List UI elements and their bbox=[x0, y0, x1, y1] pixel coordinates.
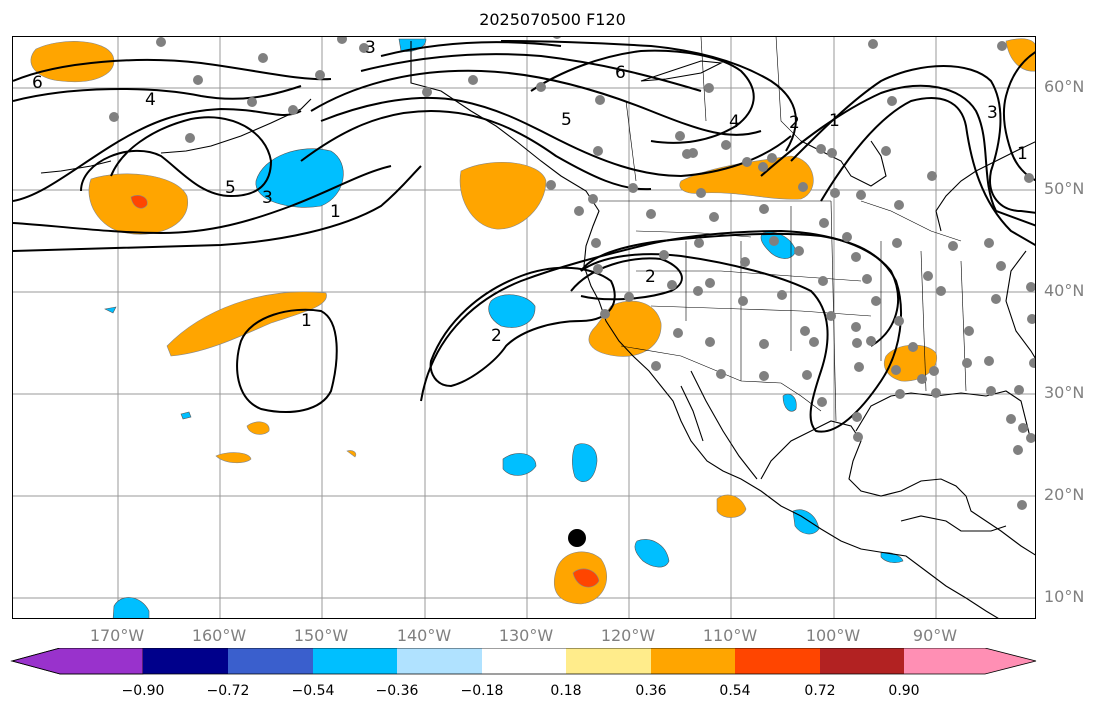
colorbar-segment bbox=[397, 648, 482, 674]
contour-label: 4 bbox=[145, 90, 156, 110]
colorbar-tick: −0.72 bbox=[206, 683, 250, 699]
graticule bbox=[13, 37, 1035, 618]
contour-label: 5 bbox=[225, 178, 236, 198]
contour-label: 1 bbox=[1017, 144, 1028, 164]
map-svg: 6 4 3 5 3 1 6 5 4 2 1 3 2 1 2 1 bbox=[13, 37, 1035, 618]
colorbar-segment bbox=[228, 648, 313, 674]
lat-label-60n: 60°N bbox=[1044, 77, 1085, 96]
colorbar-tick: −0.54 bbox=[291, 683, 335, 699]
contour-label: 3 bbox=[987, 103, 998, 123]
coastlines bbox=[40, 41, 1035, 618]
colorbar-segment bbox=[143, 648, 228, 674]
colorbar-tick: −0.18 bbox=[460, 683, 504, 699]
lon-label-150w: 150°W bbox=[293, 626, 349, 645]
lat-label-20n: 20°N bbox=[1044, 485, 1085, 504]
colorbar-tick: −0.36 bbox=[375, 683, 419, 699]
lon-label-140w: 140°W bbox=[396, 626, 452, 645]
contour-label: 4 bbox=[729, 112, 740, 132]
contour-label: 1 bbox=[301, 311, 312, 331]
contour-label: 2 bbox=[491, 326, 502, 346]
colorbar-tick: −0.90 bbox=[121, 683, 165, 699]
lon-label-130w: 130°W bbox=[498, 626, 554, 645]
contour-label: 1 bbox=[330, 202, 341, 222]
lon-label-170w: 170°W bbox=[89, 626, 145, 645]
map-title: 2025070500 F120 bbox=[479, 10, 626, 29]
contour-label: 6 bbox=[32, 73, 43, 93]
colorbar-segment bbox=[735, 648, 820, 674]
contour-lines bbox=[13, 40, 1035, 433]
colorbar-segment bbox=[820, 648, 904, 674]
contour-label: 1 bbox=[829, 111, 840, 131]
positive-anomaly-areas bbox=[30, 38, 1035, 605]
lat-label-30n: 30°N bbox=[1044, 383, 1085, 402]
lat-label-40n: 40°N bbox=[1044, 281, 1085, 300]
colorbar-tick: 0.36 bbox=[635, 683, 667, 699]
colorbar-tick: 0.90 bbox=[888, 683, 920, 699]
contour-label: 5 bbox=[561, 110, 572, 130]
contour-label: 3 bbox=[365, 38, 376, 58]
lat-label-50n: 50°N bbox=[1044, 179, 1085, 198]
lon-label-90w: 90°W bbox=[912, 626, 958, 645]
lon-label-100w: 100°W bbox=[805, 626, 861, 645]
colorbar-tick: 0.18 bbox=[550, 683, 582, 699]
colorbar-segment bbox=[904, 648, 1036, 674]
colorbar-segment bbox=[651, 648, 735, 674]
colorbar bbox=[10, 648, 1037, 675]
contour-label: 3 bbox=[262, 188, 273, 208]
colorbar-segment bbox=[566, 648, 651, 674]
colorbar-tick: 0.54 bbox=[719, 683, 751, 699]
contour-label: 2 bbox=[645, 267, 656, 287]
storm-center-marker bbox=[568, 529, 586, 547]
colorbar-tick: 0.72 bbox=[804, 683, 836, 699]
contour-label-group: 6 4 3 5 3 1 6 5 4 2 1 3 2 1 2 1 bbox=[32, 38, 1028, 346]
lat-label-10n: 10°N bbox=[1044, 587, 1085, 606]
station-markers bbox=[109, 37, 1035, 510]
colorbar-segment bbox=[313, 648, 397, 674]
contour-label: 6 bbox=[615, 63, 626, 83]
lon-label-120w: 120°W bbox=[600, 626, 656, 645]
colorbar-segment bbox=[10, 648, 144, 675]
colorbar-segment bbox=[482, 648, 566, 674]
lon-label-110w: 110°W bbox=[702, 626, 758, 645]
lon-label-160w: 160°W bbox=[191, 626, 247, 645]
map-panel: 6 4 3 5 3 1 6 5 4 2 1 3 2 1 2 1 bbox=[12, 36, 1036, 619]
contour-label: 2 bbox=[789, 113, 800, 133]
